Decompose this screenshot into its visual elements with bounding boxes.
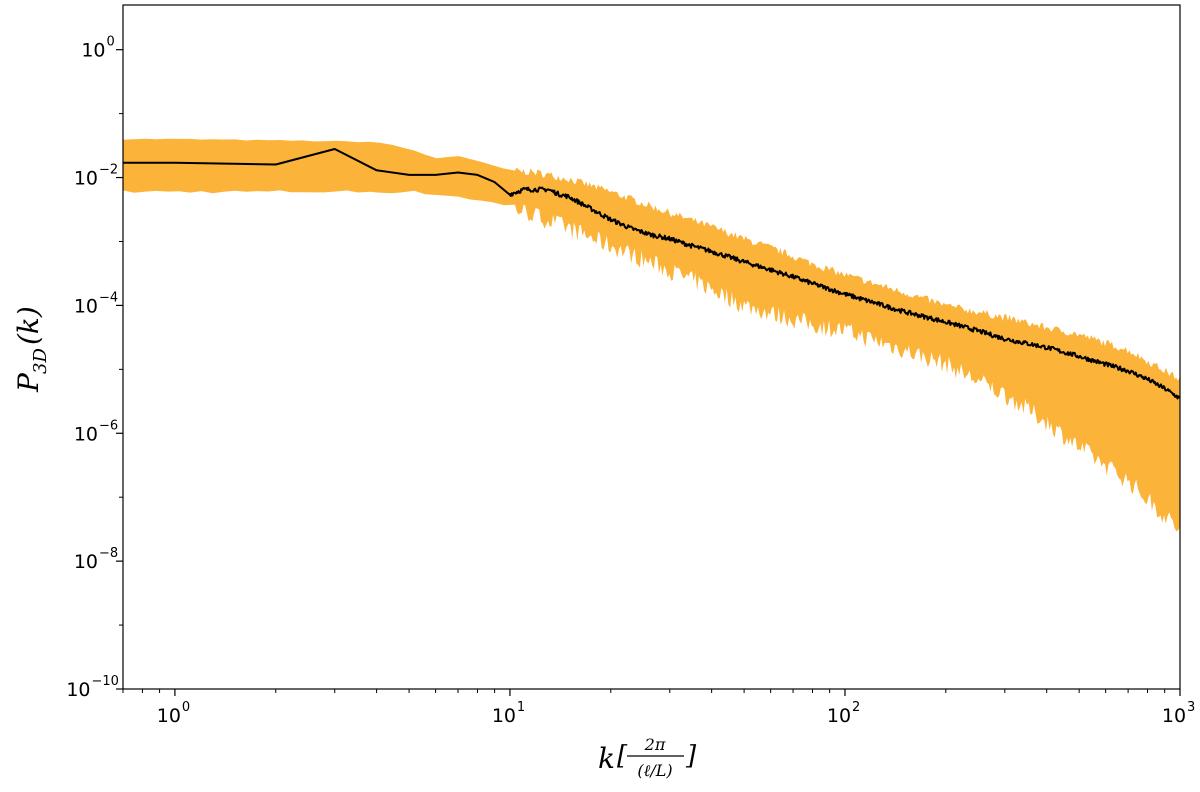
x-tick-label: 10 (827, 705, 851, 727)
mean-line-layer (123, 148, 1180, 400)
y-axis-label-subscript: 3D (30, 348, 51, 374)
uncertainty-band-layer (123, 138, 1180, 532)
y-tick-exponent: −2 (99, 163, 118, 178)
uncertainty-band (123, 138, 1180, 532)
y-tick-label: 10 (81, 40, 105, 62)
x-axis-label-base: k (598, 742, 615, 775)
x-axis-label-denominator: (ℓ/L) (637, 761, 672, 780)
y-axis-label-base: P (12, 372, 45, 393)
x-tick-label: 10 (492, 705, 516, 727)
x-axis-ticks: 10 0 10 1 10 2 10 3 (122, 689, 1195, 727)
x-tick-exponent: 1 (517, 700, 525, 715)
y-axis-label-arg: (k) (12, 306, 45, 345)
y-tick-exponent: −8 (99, 546, 118, 561)
y-tick-label: 10 (74, 168, 98, 190)
x-tick-label: 10 (157, 705, 181, 727)
y-tick-exponent: 0 (107, 35, 115, 50)
x-axis-label-close-bracket: ] (685, 741, 697, 771)
x-axis-label-open-bracket: [ (617, 741, 628, 771)
x-axis-label: k [ 2π (ℓ/L) ] (598, 735, 697, 780)
y-tick-label: 10 (74, 295, 98, 317)
x-tick-exponent: 3 (1187, 700, 1195, 715)
mean-spectrum-line (123, 148, 1180, 400)
x-tick-label: 10 (1162, 705, 1186, 727)
plot-frame (122, 4, 1181, 690)
y-tick-exponent: −4 (99, 290, 118, 305)
x-tick-exponent: 0 (182, 700, 190, 715)
y-tick-label: 10 (74, 551, 98, 573)
y-axis-label: P 3D (k) (12, 306, 51, 393)
y-tick-label: 10 (74, 423, 98, 445)
y-tick-label: 10 (66, 679, 90, 701)
y-tick-exponent: −10 (92, 674, 119, 689)
x-tick-exponent: 2 (852, 700, 860, 715)
x-axis-label-numerator: 2π (644, 735, 666, 754)
y-tick-exponent: −6 (99, 418, 118, 433)
